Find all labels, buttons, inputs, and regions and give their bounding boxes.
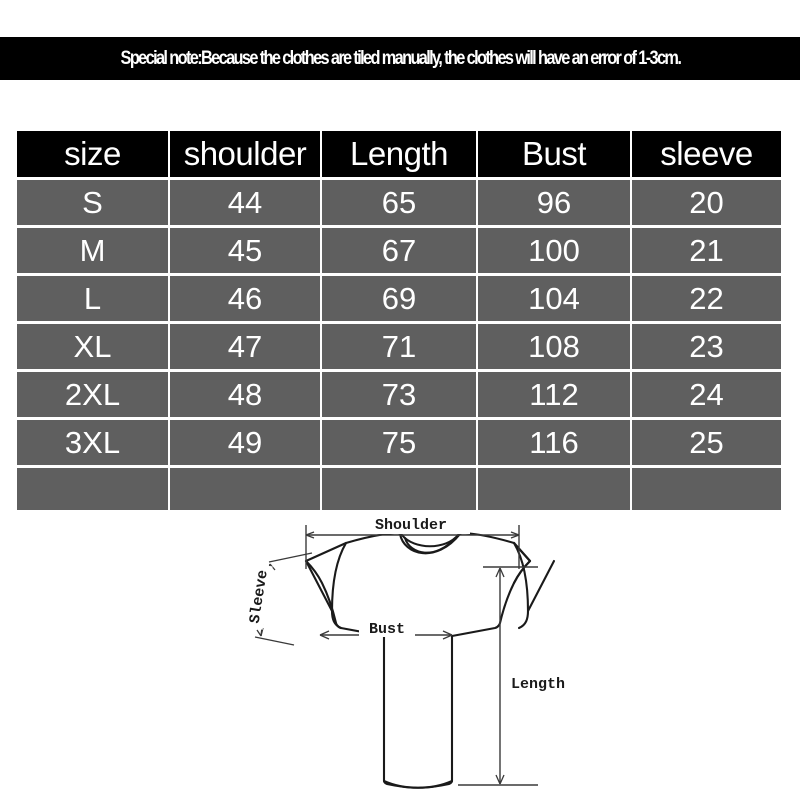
cell-empty: [322, 468, 476, 510]
cell-sleeve: 21: [632, 228, 781, 273]
cell-length: 65: [322, 180, 476, 225]
table-row: 3XL 49 75 116 25: [17, 420, 783, 465]
cell-shoulder: 49: [170, 420, 320, 465]
special-note-text: Special note:Because the clothes are til…: [120, 48, 681, 69]
cell-size: 3XL: [17, 420, 168, 465]
sleeve-label: Sleeve: [247, 569, 272, 625]
length-dimension-line: [458, 566, 538, 786]
cell-empty: [170, 468, 320, 510]
cell-empty: [17, 468, 168, 510]
cell-shoulder: 45: [170, 228, 320, 273]
cell-length: 69: [322, 276, 476, 321]
cell-size: L: [17, 276, 168, 321]
cell-empty: [478, 468, 630, 510]
table-row-empty: [17, 468, 783, 510]
cell-sleeve: 25: [632, 420, 781, 465]
cell-shoulder: 46: [170, 276, 320, 321]
cell-bust: 100: [478, 228, 630, 273]
cell-size: S: [17, 180, 168, 225]
cell-bust: 104: [478, 276, 630, 321]
cell-size: XL: [17, 324, 168, 369]
special-note-banner: Special note:Because the clothes are til…: [0, 37, 800, 80]
cell-sleeve: 22: [632, 276, 781, 321]
cell-bust: 96: [478, 180, 630, 225]
table-row: XL 47 71 108 23: [17, 324, 783, 369]
cell-bust: 108: [478, 324, 630, 369]
column-header-bust: Bust: [478, 131, 630, 177]
table-row: S 44 65 96 20: [17, 180, 783, 225]
column-header-size: size: [17, 131, 168, 177]
cell-size: 2XL: [17, 372, 168, 417]
cell-shoulder: 44: [170, 180, 320, 225]
cell-length: 73: [322, 372, 476, 417]
column-header-length: Length: [322, 131, 476, 177]
cell-size: M: [17, 228, 168, 273]
cell-sleeve: 23: [632, 324, 781, 369]
shoulder-label-bg: [352, 514, 470, 534]
table-row: L 46 69 104 22: [17, 276, 783, 321]
column-header-sleeve: sleeve: [632, 131, 781, 177]
sleeve-label-bg: [244, 563, 273, 630]
cell-sleeve: 24: [632, 372, 781, 417]
size-chart-table: size shoulder Length Bust sleeve S 44 65…: [17, 131, 783, 513]
cell-empty: [632, 468, 781, 510]
tshirt-outline-icon: [304, 531, 556, 789]
cell-shoulder: 48: [170, 372, 320, 417]
table-row: 2XL 48 73 112 24: [17, 372, 783, 417]
cell-bust: 116: [478, 420, 630, 465]
bust-label-bg: [359, 618, 415, 637]
cell-length: 67: [322, 228, 476, 273]
table-header-row: size shoulder Length Bust sleeve: [17, 131, 783, 177]
bust-label: Bust: [369, 621, 405, 638]
cell-length: 71: [322, 324, 476, 369]
tshirt-measurement-diagram: Shoulder Sleeve Bust Leng: [228, 505, 632, 800]
cell-bust: 112: [478, 372, 630, 417]
length-label: Length: [511, 676, 565, 693]
column-header-shoulder: shoulder: [170, 131, 320, 177]
shoulder-dimension-line: [305, 525, 520, 569]
cell-shoulder: 47: [170, 324, 320, 369]
table-row: M 45 67 100 21: [17, 228, 783, 273]
shoulder-label: Shoulder: [375, 517, 447, 534]
cell-sleeve: 20: [632, 180, 781, 225]
cell-length: 75: [322, 420, 476, 465]
